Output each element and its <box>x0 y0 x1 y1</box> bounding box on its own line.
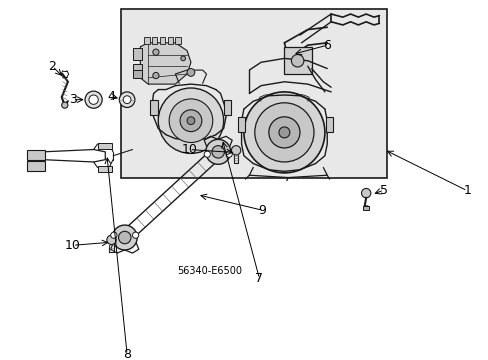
Circle shape <box>132 232 139 238</box>
Text: 5: 5 <box>379 184 387 197</box>
Bar <box>121 9 386 177</box>
Circle shape <box>107 235 116 244</box>
Circle shape <box>112 225 137 250</box>
Circle shape <box>119 92 135 108</box>
Circle shape <box>231 146 240 155</box>
Bar <box>223 100 231 115</box>
Circle shape <box>152 72 159 78</box>
Circle shape <box>61 102 68 108</box>
Bar <box>160 37 165 44</box>
Circle shape <box>89 95 98 104</box>
Circle shape <box>158 88 223 153</box>
Bar <box>132 70 142 78</box>
Bar <box>27 161 44 171</box>
Text: 9: 9 <box>258 204 266 217</box>
Bar <box>325 117 333 132</box>
Circle shape <box>254 103 313 162</box>
Text: 2: 2 <box>48 60 56 73</box>
Circle shape <box>187 117 194 125</box>
Circle shape <box>152 49 159 55</box>
Circle shape <box>118 231 131 244</box>
Text: 7: 7 <box>255 272 263 285</box>
Circle shape <box>85 91 102 108</box>
Text: 56340-E6500: 56340-E6500 <box>177 266 242 276</box>
Text: 10: 10 <box>64 239 81 252</box>
Circle shape <box>123 96 131 104</box>
Bar <box>27 149 44 161</box>
Bar <box>167 37 173 44</box>
Bar <box>237 117 245 132</box>
Circle shape <box>187 68 194 76</box>
Circle shape <box>268 117 299 148</box>
Bar <box>175 37 181 44</box>
Circle shape <box>225 151 232 157</box>
Bar <box>97 166 111 172</box>
Circle shape <box>278 127 289 138</box>
Bar <box>144 37 149 44</box>
Text: 3: 3 <box>68 93 76 106</box>
Text: 1: 1 <box>463 184 470 197</box>
Circle shape <box>244 92 324 173</box>
Bar <box>362 206 368 210</box>
Polygon shape <box>140 43 190 84</box>
Text: 8: 8 <box>123 348 131 360</box>
Bar <box>150 100 158 115</box>
Text: 4: 4 <box>107 90 115 103</box>
Circle shape <box>110 232 117 238</box>
Bar <box>132 48 142 60</box>
Circle shape <box>181 56 185 61</box>
Circle shape <box>361 188 370 198</box>
Text: 10: 10 <box>181 143 197 156</box>
Circle shape <box>205 139 230 164</box>
Text: 6: 6 <box>323 39 330 52</box>
Circle shape <box>291 54 303 67</box>
Bar <box>97 143 111 149</box>
Circle shape <box>169 99 212 143</box>
Bar <box>132 64 142 76</box>
Bar <box>152 37 157 44</box>
Circle shape <box>211 146 224 158</box>
Circle shape <box>204 151 210 157</box>
Circle shape <box>180 110 202 132</box>
Bar <box>284 47 311 74</box>
